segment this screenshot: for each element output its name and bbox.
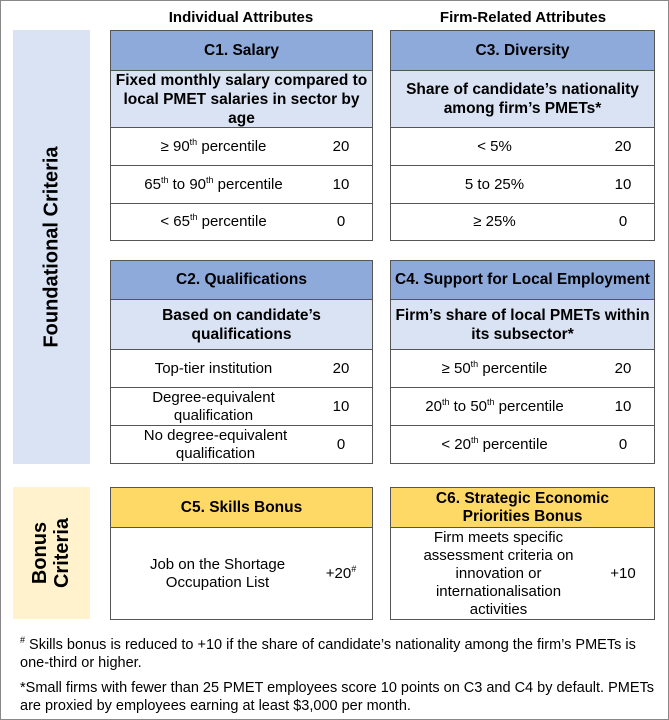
c2-row-points: 10	[332, 397, 350, 415]
c2-row: Top-tier institution 20	[111, 350, 372, 388]
criterion-c1-salary: C1. Salary Fixed monthly salary compared…	[110, 30, 373, 241]
c5-row: Job on the Shortage Occupation List +20#	[111, 528, 372, 619]
c4-row: 20th to 50th percentile 10	[391, 388, 654, 426]
column-heading-firm: Firm-Related Attributes	[439, 9, 607, 26]
bonus-line2: Criteria	[51, 517, 74, 589]
c4-row-points: 0	[618, 435, 628, 453]
c1-row-label: 65th to 90th percentile	[144, 174, 283, 193]
c4-row-points: 20	[614, 359, 632, 377]
c2-title: C2. Qualifications	[111, 261, 372, 300]
c4-row-label: ≥ 50th percentile	[441, 358, 548, 377]
c3-row: 5 to 25% 10	[391, 166, 654, 204]
c2-row-label: Degree-equivalent qualification	[152, 388, 275, 424]
c3-row-points: 0	[618, 213, 628, 230]
criterion-c2-qualifications: C2. Qualifications Based on candidate’s …	[110, 260, 373, 464]
column-heading-individual: Individual Attributes	[168, 9, 314, 26]
c3-row-label: 5 to 25%	[464, 175, 525, 193]
criterion-c5-skills-bonus: C5. Skills Bonus Job on the Shortage Occ…	[110, 487, 373, 620]
c3-row-points: 20	[614, 137, 632, 155]
c4-title: C4. Support for Local Employment	[391, 261, 654, 300]
c3-row: < 5% 20	[391, 128, 654, 166]
c1-row: ≥ 90th percentile 20	[111, 128, 372, 166]
c3-row: ≥ 25% 0	[391, 204, 654, 240]
footnote-skills-bonus: # Skills bonus is reduced to +10 if the …	[20, 635, 636, 671]
c3-row-label: < 5%	[477, 137, 512, 155]
c2-subtitle: Based on candidate’s qualifications	[111, 300, 372, 350]
footnote-small-firms: *Small firms with fewer than 25 PMET emp…	[20, 680, 654, 714]
c1-subtitle: Fixed monthly salary compared to local P…	[111, 71, 372, 128]
c1-row-points: 10	[332, 175, 350, 193]
sidebar-bonus-label: Bonus Criteria	[30, 518, 74, 588]
c4-row-label: < 20th percentile	[441, 434, 548, 453]
c1-row-label: ≥ 90th percentile	[160, 136, 267, 155]
c4-row-points: 10	[614, 397, 632, 415]
c6-label: Firm meets specific assessment criteria …	[423, 528, 574, 618]
c4-row: ≥ 50th percentile 20	[391, 350, 654, 388]
bonus-line1: Bonus	[29, 521, 52, 585]
c2-row-points: 20	[332, 359, 350, 377]
c6-points: +10	[610, 564, 636, 582]
c3-row-points: 10	[614, 175, 632, 193]
criterion-c6-strategic-bonus: C6. Strategic Economic Priorities Bonus …	[390, 487, 655, 620]
c3-subtitle: Share of candidate’s nationality among f…	[391, 71, 654, 128]
c2-row: No degree-equivalent qualification 0	[111, 426, 372, 463]
c2-row-points: 0	[336, 435, 346, 453]
c1-row: < 65th percentile 0	[111, 204, 372, 240]
c4-row: < 20th percentile 0	[391, 426, 654, 463]
c3-row-label: ≥ 25%	[473, 213, 516, 230]
c1-row-label: < 65th percentile	[160, 212, 267, 231]
sidebar-foundational: Foundational Criteria	[13, 30, 90, 464]
c5-points: +20#	[325, 563, 357, 582]
c4-row-label: 20th to 50th percentile	[425, 396, 564, 415]
c5-label: Job on the Shortage Occupation List	[149, 555, 286, 591]
c1-row: 65th to 90th percentile 10	[111, 166, 372, 204]
c5-title: C5. Skills Bonus	[111, 488, 372, 528]
c4-subtitle: Firm’s share of local PMETs within its s…	[391, 300, 654, 350]
c1-title: C1. Salary	[111, 31, 372, 71]
c1-row-points: 0	[336, 213, 346, 230]
c2-row-label: No degree-equivalent qualification	[143, 426, 288, 462]
sidebar-foundational-label: Foundational Criteria	[40, 146, 63, 348]
criterion-c4-local-employment: C4. Support for Local Employment Firm’s …	[390, 260, 655, 464]
c1-row-points: 20	[332, 137, 350, 155]
c2-row: Degree-equivalent qualification 10	[111, 388, 372, 426]
c6-row: Firm meets specific assessment criteria …	[391, 528, 654, 619]
c2-row-label: Top-tier institution	[154, 359, 273, 377]
c3-title: C3. Diversity	[391, 31, 654, 71]
sidebar-bonus: Bonus Criteria	[13, 487, 90, 619]
c6-title: C6. Strategic Economic Priorities Bonus	[391, 488, 654, 528]
criterion-c3-diversity: C3. Diversity Share of candidate’s natio…	[390, 30, 655, 241]
